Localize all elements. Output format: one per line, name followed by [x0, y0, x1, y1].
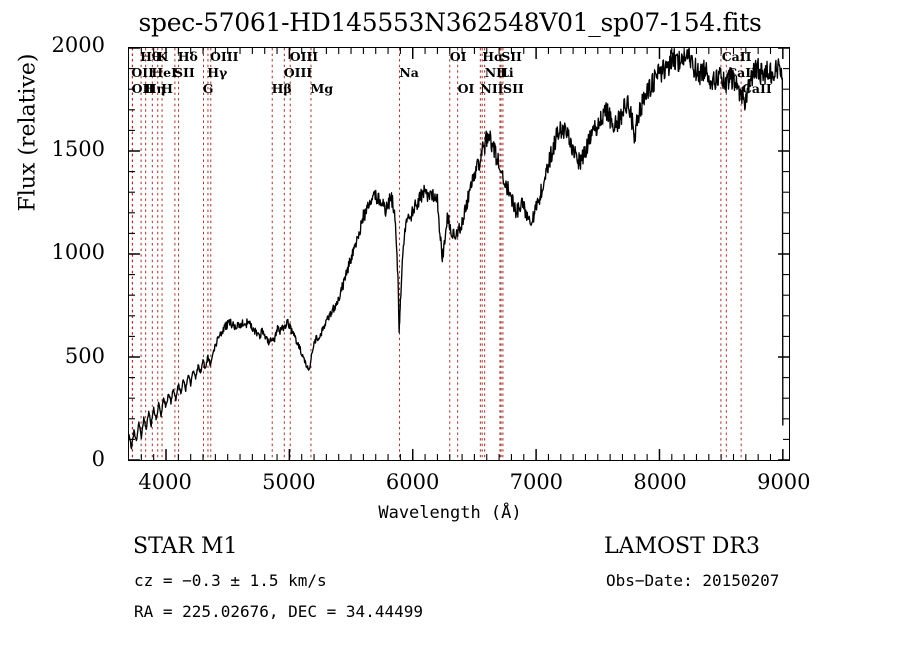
- spectral-line-label: CaII: [741, 81, 772, 96]
- spectral-line-label: Hγ: [207, 65, 228, 80]
- y-tick-label: 2000: [51, 33, 105, 57]
- spectral-line-label: OIII: [283, 65, 313, 80]
- spectral-line-label: OII: [131, 65, 154, 80]
- x-tick-label: 9000: [757, 470, 811, 494]
- observation-date-text: Obs−Date: 20150207: [606, 571, 780, 590]
- spectral-line-label: SII: [501, 49, 522, 64]
- y-axis-label: Flux (relative): [15, 53, 41, 212]
- spectral-line-label: CaII: [727, 65, 757, 80]
- spectral-line-label: NII: [480, 81, 504, 96]
- spectral-line-label: SII: [174, 65, 195, 80]
- x-tick-label: 7000: [509, 470, 564, 494]
- spectral-line-label: OI: [449, 49, 467, 64]
- spectral-line-label: Li: [500, 65, 514, 80]
- spectral-line-label: Hβ: [271, 81, 292, 96]
- spectral-line-label: OIII: [210, 49, 239, 64]
- spectrum-plot-svg: [129, 48, 789, 460]
- x-tick-label: 6000: [385, 470, 440, 494]
- spectral-line-label: Na: [399, 65, 419, 80]
- spectral-line-markers: [131, 48, 742, 460]
- y-tick-label: 1500: [51, 136, 105, 161]
- spectral-line-label: OI: [457, 81, 475, 96]
- spectral-line-label: SII: [503, 81, 524, 96]
- y-tick-label: 500: [64, 343, 105, 368]
- figure-title: spec-57061-HD145553N362548V01_sp07-154.f…: [138, 8, 762, 37]
- x-tick-label: 8000: [633, 470, 687, 494]
- x-tick-label: 4000: [138, 470, 192, 494]
- spectral-line-label: Hθ: [140, 49, 161, 64]
- survey-name-text: LAMOST DR3: [604, 534, 760, 559]
- x-tick-label: 5000: [262, 470, 316, 494]
- spectral-line-label: G: [202, 81, 214, 96]
- spectral-line-label: Mg: [310, 81, 334, 96]
- spectral-line-label: K: [156, 49, 168, 64]
- x-axis-label: Wavelength (Å): [378, 503, 522, 523]
- spectral-line-label: NII: [484, 65, 508, 80]
- spectral-line-label: OIII: [289, 49, 319, 64]
- plot-area: OII OII Hθ Hη HeI K H SII Hδ G Hγ OIII Hβ OIII OIII Mg N…: [128, 47, 790, 461]
- y-tick-label: 1000: [51, 240, 105, 264]
- y-tick-label: 0: [91, 447, 105, 471]
- axis-tick-marks: [129, 48, 789, 460]
- spectrum-curve: [129, 48, 784, 450]
- spectral-line-label: OII: [131, 81, 155, 96]
- object-class-text: STAR M1: [133, 534, 238, 559]
- spectral-line-label: HeI: [151, 65, 177, 80]
- spectral-line-label: Hδ: [177, 49, 198, 64]
- spectral-line-label: Hα: [482, 49, 504, 64]
- spectral-line-label: Hη: [144, 81, 166, 96]
- spectral-line-label: H: [161, 81, 173, 96]
- coordinates-text: RA = 225.02676, DEC = 34.44499: [134, 602, 423, 621]
- spectral-line-label: CaII: [721, 49, 752, 64]
- redshift-velocity-text: cz = −0.3 ± 1.5 km/s: [134, 571, 327, 590]
